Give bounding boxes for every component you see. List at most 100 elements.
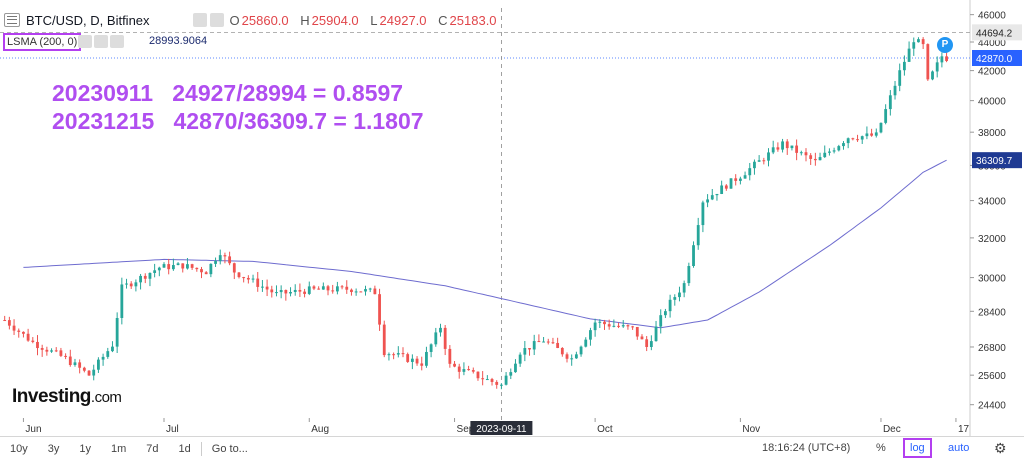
candle-body: [504, 375, 508, 385]
candle-body: [401, 353, 405, 355]
range-3y-button[interactable]: 3y: [47, 442, 60, 455]
candle-body: [298, 289, 302, 292]
candle-body: [589, 330, 592, 340]
collapse-legend-icon[interactable]: [4, 13, 20, 27]
candle-body: [307, 286, 311, 294]
candle-body: [532, 341, 536, 350]
candle-body: [935, 62, 939, 72]
y-tick-label: 32000: [978, 234, 1006, 245]
candle-body: [340, 286, 344, 288]
candle-body: [743, 175, 747, 179]
candle-body: [682, 283, 686, 293]
candle-body: [36, 341, 39, 349]
candle-body: [715, 193, 719, 196]
candle-body: [415, 358, 419, 364]
price-label-box: [972, 49, 1022, 66]
candle-body: [410, 358, 414, 362]
open-label: O: [229, 12, 240, 28]
visibility-icon[interactable]: [192, 13, 207, 27]
candle-body: [771, 147, 775, 153]
settings-gear-icon[interactable]: ⚙: [994, 440, 1007, 456]
x-tick-label: 17: [958, 424, 970, 435]
candle-body: [115, 318, 119, 347]
settings-icon[interactable]: [209, 13, 224, 27]
auto-toggle[interactable]: auto: [948, 442, 970, 454]
y-tick-label: 46000: [978, 11, 1006, 22]
candle-body: [153, 270, 157, 273]
range-1d-button[interactable]: 1d: [178, 442, 191, 455]
candle-body: [73, 362, 77, 365]
candle-body: [612, 325, 616, 327]
candle-body: [813, 158, 817, 161]
candle-body: [570, 358, 574, 360]
close-label: C: [438, 12, 448, 28]
candle-body: [696, 225, 700, 246]
y-tick-label: 40000: [978, 97, 1006, 108]
candle-body: [884, 109, 888, 123]
legend-tools: [190, 13, 224, 27]
candle-body: [242, 277, 246, 279]
candle-body: [443, 327, 447, 349]
range-1m-button[interactable]: 1m: [111, 442, 127, 455]
close-icon[interactable]: [110, 35, 124, 48]
candle-body: [828, 151, 831, 153]
candle-body: [551, 342, 555, 344]
candle-body: [321, 286, 325, 290]
candle-body: [176, 263, 180, 266]
high-label: H: [300, 12, 310, 28]
candle-body: [335, 286, 339, 292]
percent-toggle[interactable]: %: [876, 442, 886, 454]
y-tick-label: 25600: [978, 371, 1006, 382]
candle-body: [143, 275, 147, 279]
candle-body: [678, 292, 681, 298]
x-tick-label: Oct: [597, 424, 613, 435]
candle-body: [40, 348, 44, 350]
candle-body: [664, 311, 667, 316]
candle-body: [870, 133, 873, 136]
range-10y-button[interactable]: 10y: [10, 442, 28, 455]
candle-body: [556, 342, 560, 349]
candle-body: [186, 264, 189, 269]
symbol-title[interactable]: BTC/USD, D, Bitfinex: [26, 12, 150, 28]
candle-body: [317, 288, 321, 290]
lsma-indicator-label[interactable]: LSMA (200, 0): [3, 33, 82, 51]
candle-body: [912, 42, 916, 49]
y-tick-label: 42000: [978, 67, 1006, 78]
candle-body: [261, 286, 264, 288]
eye-icon[interactable]: [78, 35, 92, 48]
candle-body: [345, 286, 349, 290]
candle-body: [542, 341, 545, 343]
goto-button[interactable]: Go to...: [211, 442, 248, 455]
candle-body: [78, 362, 82, 368]
candle-body: [804, 152, 808, 156]
candle-body: [635, 326, 639, 337]
range-7d-button[interactable]: 7d: [146, 442, 159, 455]
candle-body: [481, 378, 485, 380]
candle-body: [799, 152, 803, 154]
logo-brand: Investing: [12, 386, 91, 407]
indicator-tools: [78, 35, 124, 48]
x-tick-label: Jul: [166, 424, 179, 435]
log-toggle[interactable]: log: [903, 438, 932, 458]
clock[interactable]: 18:16:24 (UTC+8): [762, 442, 851, 454]
p-badge[interactable]: P: [937, 37, 953, 53]
gear-icon[interactable]: [94, 35, 108, 48]
lsma-value: 28993.9064: [149, 35, 208, 47]
candle-body: [129, 283, 133, 287]
candle-body: [331, 290, 335, 292]
candle-body: [692, 245, 695, 266]
price-label-box: [972, 24, 1022, 41]
ohlc-values: O 25860.0 H 25904.0 L 24927.0 C 25183.0: [230, 13, 505, 28]
candle-body: [879, 122, 883, 133]
candle-body: [237, 272, 241, 278]
range-1y-button[interactable]: 1y: [79, 442, 91, 455]
candle-body: [724, 185, 728, 189]
candle-body: [134, 282, 138, 287]
candle-body: [860, 136, 864, 140]
candle-body: [495, 381, 499, 385]
crosshair-date-box: [470, 421, 533, 435]
candle-body: [823, 152, 827, 158]
candle-body: [223, 255, 227, 257]
candle-body: [687, 265, 691, 284]
